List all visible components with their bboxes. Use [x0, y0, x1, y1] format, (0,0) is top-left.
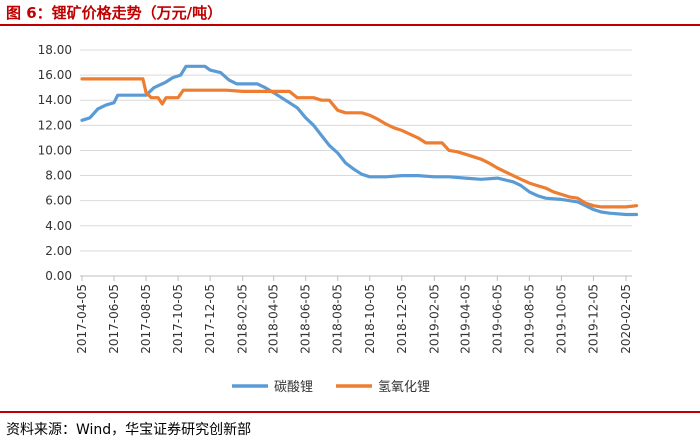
x-tick-label: 2019-12-05: [586, 284, 600, 354]
x-tick-label: 2018-10-05: [363, 284, 377, 354]
x-tick-label: 2017-06-05: [107, 284, 121, 354]
x-tick-label: 2019-02-05: [427, 284, 441, 354]
y-tick-label: 2.00: [45, 244, 72, 258]
x-tick-label: 2017-04-05: [75, 284, 89, 354]
series-lines: [80, 64, 639, 217]
x-tick-label: 2018-08-05: [331, 284, 345, 354]
grid: [80, 49, 632, 277]
y-tick-label: 12.00: [38, 118, 72, 132]
x-tick-label: 2018-02-05: [236, 284, 250, 354]
legend-label-0: 碳酸锂: [274, 380, 313, 395]
x-tick-label: 2019-06-05: [490, 284, 504, 354]
series-line-1: [80, 77, 639, 209]
y-tick-label: 0.00: [45, 269, 72, 283]
x-tick-label: 2017-12-05: [203, 284, 217, 354]
x-tick-label: 2018-12-05: [395, 284, 409, 354]
line-chart: 0.00 2.00 4.00 6.00 8.00 10.00 12.00 14.00 16.00…: [38, 43, 639, 395]
x-tick-label: 2020-02-05: [619, 284, 633, 354]
y-tick-label: 16.00: [38, 68, 72, 82]
x-tick-label: 2017-08-05: [139, 284, 153, 354]
page-title: 图 6：锂矿价格走势（万元/吨）: [6, 4, 223, 22]
y-tick-label: 10.00: [38, 143, 72, 157]
x-tick-label: 2019-08-05: [522, 284, 536, 354]
legend-label-1: 氢氧化锂: [378, 380, 430, 395]
y-axis: 0.00 2.00 4.00 6.00 8.00 10.00 12.00 14.00 16.00…: [38, 43, 72, 283]
y-tick-label: 14.00: [38, 93, 72, 107]
series-line-0: [80, 64, 639, 217]
x-tick-label: 2018-06-05: [299, 284, 313, 354]
y-tick-label: 18.00: [38, 43, 72, 57]
y-tick-label: 8.00: [45, 169, 72, 183]
x-tick-label: 2019-10-05: [554, 284, 568, 354]
x-tick-label: 2019-04-05: [458, 284, 472, 354]
x-tick-label: 2018-04-05: [267, 284, 281, 354]
title-bar: 图 6：锂矿价格走势（万元/吨）: [0, 0, 700, 26]
legend: 碳酸锂 氢氧化锂: [232, 380, 430, 395]
source-bar: 资料来源：Wind，华宝证券研究创新部: [0, 411, 700, 444]
x-tick-label: 2017-10-05: [171, 284, 185, 354]
x-axis: 2017-04-05 2017-06-05 2017-08-05 2017-10-05…: [75, 275, 633, 354]
source-note: 资料来源：Wind，华宝证券研究创新部: [6, 422, 252, 438]
y-tick-label: 4.00: [45, 219, 72, 233]
y-tick-label: 6.00: [45, 194, 72, 208]
